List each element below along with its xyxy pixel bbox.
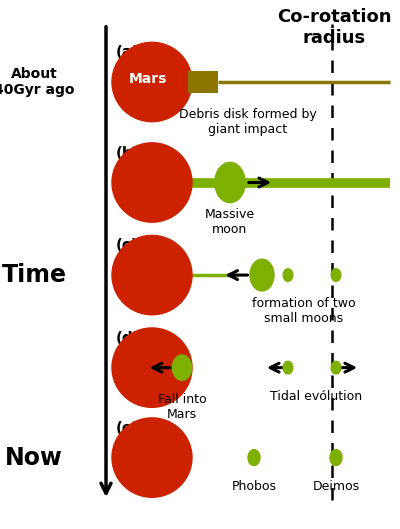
Ellipse shape bbox=[112, 418, 192, 497]
Circle shape bbox=[248, 450, 260, 466]
Circle shape bbox=[215, 162, 245, 203]
Text: Fall into
Mars: Fall into Mars bbox=[158, 393, 206, 421]
Circle shape bbox=[331, 361, 341, 374]
Text: (e): (e) bbox=[116, 421, 140, 436]
Circle shape bbox=[283, 269, 293, 281]
Text: Tidal evólution: Tidal evólution bbox=[270, 390, 362, 403]
Circle shape bbox=[250, 259, 274, 291]
Circle shape bbox=[331, 269, 341, 281]
Text: Mars: Mars bbox=[129, 72, 167, 86]
Text: (b): (b) bbox=[116, 146, 141, 161]
Circle shape bbox=[330, 450, 342, 466]
Ellipse shape bbox=[112, 143, 192, 222]
Text: formation of two
small moons: formation of two small moons bbox=[252, 297, 356, 325]
Circle shape bbox=[172, 355, 192, 380]
Text: Now: Now bbox=[5, 445, 63, 470]
Ellipse shape bbox=[112, 235, 192, 315]
Text: Debris disk formed by
giant impact: Debris disk formed by giant impact bbox=[179, 108, 317, 136]
Text: Co-rotation
radius: Co-rotation radius bbox=[277, 8, 391, 47]
Circle shape bbox=[283, 361, 293, 374]
Text: (d): (d) bbox=[116, 331, 140, 346]
Ellipse shape bbox=[112, 42, 192, 122]
Ellipse shape bbox=[112, 328, 192, 407]
Text: Deimos: Deimos bbox=[312, 480, 360, 494]
Text: (c): (c) bbox=[116, 239, 139, 253]
Text: Phobos: Phobos bbox=[232, 480, 276, 494]
Text: About
40Gyr ago: About 40Gyr ago bbox=[0, 67, 74, 97]
Text: (a): (a) bbox=[116, 45, 140, 60]
Bar bbox=[188, 71, 218, 93]
Text: Massive
moon: Massive moon bbox=[205, 208, 255, 236]
Text: Time: Time bbox=[2, 263, 66, 287]
